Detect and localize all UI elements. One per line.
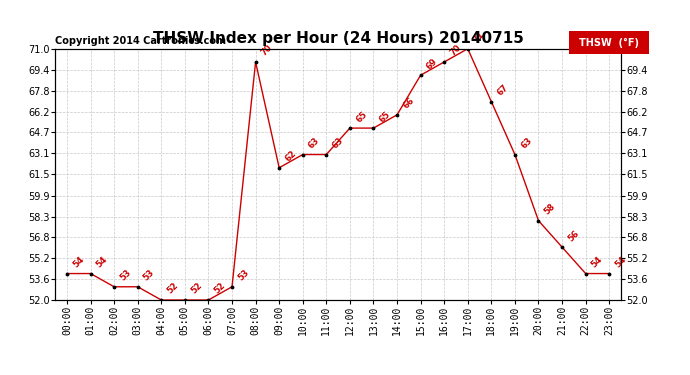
Text: 71: 71 xyxy=(472,30,486,45)
Text: 54: 54 xyxy=(590,255,604,269)
Text: 69: 69 xyxy=(425,57,440,71)
Text: 65: 65 xyxy=(354,109,368,124)
Text: 54: 54 xyxy=(613,255,628,269)
Text: 53: 53 xyxy=(142,268,157,283)
Text: 52: 52 xyxy=(166,281,180,296)
Text: 52: 52 xyxy=(213,281,227,296)
Text: 53: 53 xyxy=(236,268,250,283)
Text: 65: 65 xyxy=(377,109,393,124)
Text: 63: 63 xyxy=(519,136,533,150)
Text: 58: 58 xyxy=(542,202,558,216)
Text: 54: 54 xyxy=(95,255,110,269)
Text: THSW  (°F): THSW (°F) xyxy=(579,38,639,48)
Text: Copyright 2014 Cartronics.com: Copyright 2014 Cartronics.com xyxy=(55,36,226,46)
Text: 56: 56 xyxy=(566,228,581,243)
Title: THSW Index per Hour (24 Hours) 20140715: THSW Index per Hour (24 Hours) 20140715 xyxy=(152,31,524,46)
Text: 62: 62 xyxy=(284,149,298,164)
Text: 67: 67 xyxy=(495,83,510,98)
Text: 70: 70 xyxy=(448,43,463,58)
Text: 54: 54 xyxy=(71,255,86,269)
Text: 52: 52 xyxy=(189,281,204,296)
Text: 63: 63 xyxy=(307,136,322,150)
Text: 66: 66 xyxy=(401,96,416,111)
Text: 53: 53 xyxy=(118,268,133,283)
Text: 70: 70 xyxy=(259,43,274,58)
Text: 63: 63 xyxy=(331,136,345,150)
